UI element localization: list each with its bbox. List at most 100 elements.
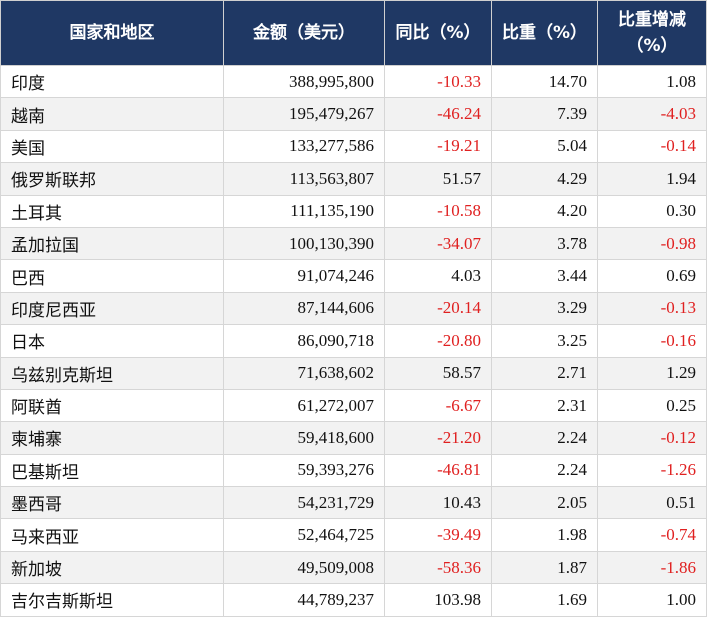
number-cell: 71,638,602 (223, 356, 385, 390)
number-cell: -0.98 (597, 226, 707, 261)
number-cell: 87,144,606 (223, 291, 385, 326)
number-cell: -58.36 (384, 550, 492, 585)
number-cell: 1.87 (491, 550, 598, 585)
number-cell: 59,393,276 (223, 453, 385, 488)
number-cell: 5.04 (491, 129, 598, 164)
number-cell: -0.14 (597, 129, 707, 164)
region-cell: 印度尼西亚 (0, 291, 224, 326)
number-cell: 1.98 (491, 518, 598, 552)
table-row: 孟加拉国 100,130,390 -34.07 3.78 -0.98 (0, 226, 707, 261)
number-cell: 0.25 (597, 388, 707, 423)
region-cell: 俄罗斯联邦 (0, 162, 224, 196)
region-cell: 马来西亚 (0, 518, 224, 552)
number-cell: 4.03 (384, 259, 492, 293)
number-cell: -0.12 (597, 421, 707, 455)
number-cell: -39.49 (384, 518, 492, 552)
table-row: 印度 388,995,800 -10.33 14.70 1.08 (0, 64, 707, 99)
table-row: 新加坡 49,509,008 -58.36 1.87 -1.86 (0, 550, 707, 585)
number-cell: 4.29 (491, 162, 598, 196)
number-cell: 2.24 (491, 421, 598, 455)
number-cell: 52,464,725 (223, 518, 385, 552)
region-cell: 孟加拉国 (0, 226, 224, 261)
region-cell: 阿联酋 (0, 388, 224, 423)
region-cell: 越南 (0, 97, 224, 131)
table-row: 印度尼西亚 87,144,606 -20.14 3.29 -0.13 (0, 291, 707, 326)
header-cell: 比重增减（%） (597, 0, 707, 66)
region-cell: 日本 (0, 324, 224, 358)
number-cell: 44,789,237 (223, 583, 385, 617)
table-row: 马来西亚 52,464,725 -39.49 1.98 -0.74 (0, 518, 707, 552)
number-cell: 3.25 (491, 324, 598, 358)
number-cell: 14.70 (491, 64, 598, 99)
number-cell: 59,418,600 (223, 421, 385, 455)
number-cell: -46.81 (384, 453, 492, 488)
number-cell: 111,135,190 (223, 194, 385, 228)
header-cell: 比重（%） (491, 0, 598, 66)
number-cell: -1.86 (597, 550, 707, 585)
region-cell: 巴基斯坦 (0, 453, 224, 488)
region-cell: 土耳其 (0, 194, 224, 228)
table-row: 乌兹别克斯坦 71,638,602 58.57 2.71 1.29 (0, 356, 707, 390)
number-cell: 58.57 (384, 356, 492, 390)
table-row: 吉尔吉斯斯坦 44,789,237 103.98 1.69 1.00 (0, 583, 707, 617)
number-cell: 1.94 (597, 162, 707, 196)
number-cell: -20.80 (384, 324, 492, 358)
number-cell: -0.13 (597, 291, 707, 326)
number-cell: -46.24 (384, 97, 492, 131)
number-cell: 3.29 (491, 291, 598, 326)
number-cell: -34.07 (384, 226, 492, 261)
number-cell: 7.39 (491, 97, 598, 131)
number-cell: 51.57 (384, 162, 492, 196)
region-cell: 柬埔寨 (0, 421, 224, 455)
number-cell: -21.20 (384, 421, 492, 455)
number-cell: -20.14 (384, 291, 492, 326)
region-cell: 印度 (0, 64, 224, 99)
number-cell: 100,130,390 (223, 226, 385, 261)
number-cell: 0.69 (597, 259, 707, 293)
number-cell: 113,563,807 (223, 162, 385, 196)
header-cell: 同比（%） (384, 0, 492, 66)
region-cell: 美国 (0, 129, 224, 164)
number-cell: -4.03 (597, 97, 707, 131)
number-cell: -1.26 (597, 453, 707, 488)
number-cell: 1.29 (597, 356, 707, 390)
table-row: 土耳其 111,135,190 -10.58 4.20 0.30 (0, 194, 707, 228)
number-cell: 1.08 (597, 64, 707, 99)
number-cell: 61,272,007 (223, 388, 385, 423)
number-cell: -0.16 (597, 324, 707, 358)
number-cell: 1.69 (491, 583, 598, 617)
number-cell: 3.44 (491, 259, 598, 293)
region-cell: 新加坡 (0, 550, 224, 585)
table-row: 俄罗斯联邦 113,563,807 51.57 4.29 1.94 (0, 162, 707, 196)
table-row: 越南 195,479,267 -46.24 7.39 -4.03 (0, 97, 707, 131)
header-row: 国家和地区 金额（美元） 同比（%） 比重（%） 比重增减（%） (0, 0, 707, 66)
number-cell: -19.21 (384, 129, 492, 164)
table-row: 阿联酋 61,272,007 -6.67 2.31 0.25 (0, 388, 707, 423)
number-cell: 54,231,729 (223, 486, 385, 520)
number-cell: 195,479,267 (223, 97, 385, 131)
number-cell: 2.24 (491, 453, 598, 488)
number-cell: 86,090,718 (223, 324, 385, 358)
table-row: 日本 86,090,718 -20.80 3.25 -0.16 (0, 324, 707, 358)
table-row: 美国 133,277,586 -19.21 5.04 -0.14 (0, 129, 707, 164)
header-cell: 金额（美元） (223, 0, 385, 66)
region-cell: 巴西 (0, 259, 224, 293)
region-cell: 吉尔吉斯斯坦 (0, 583, 224, 617)
region-cell: 乌兹别克斯坦 (0, 356, 224, 390)
number-cell: 10.43 (384, 486, 492, 520)
number-cell: 388,995,800 (223, 64, 385, 99)
number-cell: 4.20 (491, 194, 598, 228)
region-cell: 墨西哥 (0, 486, 224, 520)
number-cell: 103.98 (384, 583, 492, 617)
number-cell: 133,277,586 (223, 129, 385, 164)
table-row: 巴西 91,074,246 4.03 3.44 0.69 (0, 259, 707, 293)
number-cell: 1.00 (597, 583, 707, 617)
number-cell: 2.31 (491, 388, 598, 423)
table-body: 印度 388,995,800 -10.33 14.70 1.08 越南 195,479,26… (0, 64, 707, 617)
number-cell: -10.33 (384, 64, 492, 99)
number-cell: 91,074,246 (223, 259, 385, 293)
number-cell: 0.30 (597, 194, 707, 228)
number-cell: 0.51 (597, 486, 707, 520)
